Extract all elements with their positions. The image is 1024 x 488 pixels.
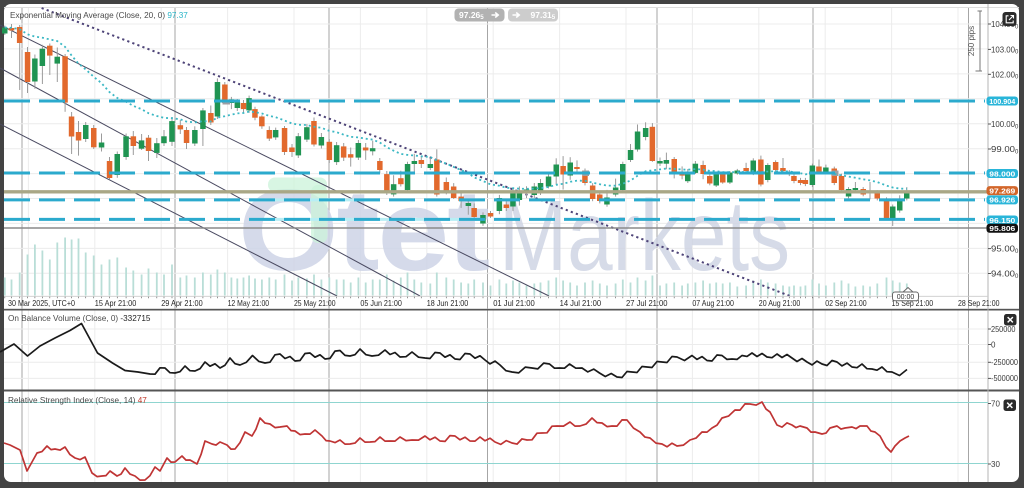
svg-text:30 Mar 2025, UTC+0: 30 Mar 2025, UTC+0 — [8, 298, 75, 308]
svg-text:30: 30 — [991, 460, 1000, 469]
svg-text:-500000: -500000 — [991, 374, 1019, 383]
svg-text:94.000: 94.000 — [991, 269, 1019, 280]
svg-text:01 Jul 21:00: 01 Jul 21:00 — [493, 298, 535, 308]
svg-text:Markets: Markets — [499, 180, 790, 292]
svg-text:02 Sep 21:00: 02 Sep 21:00 — [825, 298, 867, 308]
svg-text:25 May 21:00: 25 May 21:00 — [294, 298, 336, 308]
svg-text:20 Aug 21:00: 20 Aug 21:00 — [759, 298, 801, 308]
svg-text:29 Apr 21:00: 29 Apr 21:00 — [161, 298, 203, 308]
svg-text:97.269: 97.269 — [989, 186, 1015, 195]
svg-text:-250000: -250000 — [991, 358, 1019, 367]
svg-text:96.150: 96.150 — [989, 216, 1015, 225]
svg-text:27 Jul 21:00: 27 Jul 21:00 — [626, 298, 668, 308]
svg-text:250 pips: 250 pips — [967, 26, 976, 56]
svg-text:97.315: 97.315 — [531, 10, 556, 21]
svg-text:96.926: 96.926 — [989, 196, 1015, 205]
svg-text:100.000: 100.000 — [991, 119, 1019, 130]
svg-text:18 Jun 21:00: 18 Jun 21:00 — [427, 298, 469, 308]
svg-text:98.000: 98.000 — [989, 169, 1015, 178]
svg-text:On Balance Volume (Close, 0) -: On Balance Volume (Close, 0) -332715 — [8, 314, 151, 323]
svg-text:05 Jun 21:00: 05 Jun 21:00 — [360, 298, 402, 308]
svg-text:99.000: 99.000 — [991, 144, 1019, 155]
svg-text:Exponential Moving Average (Cl: Exponential Moving Average (Close, 20, 0… — [10, 11, 188, 20]
svg-text:12 May 21:00: 12 May 21:00 — [228, 298, 270, 308]
svg-text:70: 70 — [991, 399, 1000, 408]
svg-text:103.000: 103.000 — [991, 44, 1019, 55]
svg-text:15 Sep 21:00: 15 Sep 21:00 — [892, 298, 934, 308]
svg-text:0: 0 — [991, 340, 996, 349]
svg-text:15 Apr 21:00: 15 Apr 21:00 — [95, 298, 137, 308]
svg-text:95.806: 95.806 — [989, 224, 1015, 233]
svg-text:100.904: 100.904 — [989, 97, 1016, 106]
svg-text:97.265: 97.265 — [459, 10, 484, 21]
svg-text:102.000: 102.000 — [991, 69, 1019, 80]
svg-text:14 Jul 21:00: 14 Jul 21:00 — [560, 298, 602, 308]
svg-text:Relative Strength Index (Close: Relative Strength Index (Close, 14) 47 — [8, 396, 147, 405]
svg-text:07 Aug 21:00: 07 Aug 21:00 — [692, 298, 734, 308]
svg-text:95.000: 95.000 — [991, 244, 1019, 255]
svg-text:250000: 250000 — [991, 325, 1016, 334]
svg-text:28 Sep 21:00: 28 Sep 21:00 — [958, 298, 1000, 308]
svg-text:00:00: 00:00 — [897, 294, 915, 301]
